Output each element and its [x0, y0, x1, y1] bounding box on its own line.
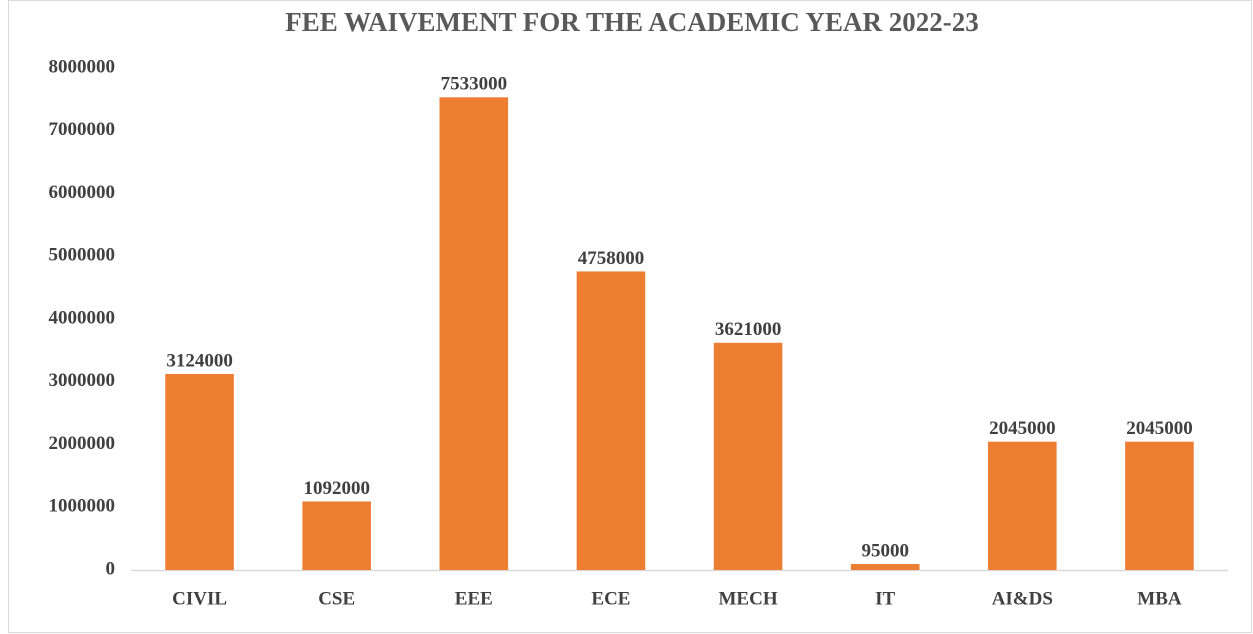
data-label: 2045000: [989, 418, 1056, 439]
y-tick-label: 0: [106, 558, 116, 579]
y-tick-label: 8000000: [49, 56, 116, 77]
data-label: 3124000: [166, 350, 233, 371]
bar: [576, 271, 646, 570]
x-tick-label: MBA: [1137, 588, 1182, 609]
bar: [439, 97, 509, 570]
x-tick-label: AI&DS: [992, 588, 1053, 609]
data-label: 1092000: [303, 478, 370, 499]
data-label: 95000: [861, 540, 909, 561]
data-label: 2045000: [1126, 418, 1193, 439]
bar: [850, 564, 920, 570]
data-label: 7533000: [441, 74, 508, 95]
x-tick-label: CIVIL: [172, 588, 227, 609]
y-tick-label: 4000000: [49, 307, 116, 328]
x-tick-label: EEE: [455, 588, 493, 609]
y-tick-label: 2000000: [49, 433, 116, 454]
bar: [988, 441, 1057, 570]
y-tick-label: 3000000: [49, 370, 116, 391]
y-tick-label: 6000000: [49, 182, 116, 203]
y-tick-label: 1000000: [49, 496, 116, 517]
bar: [302, 501, 371, 570]
bar: [165, 373, 234, 570]
y-tick-label: 7000000: [49, 119, 116, 140]
data-label: 4758000: [578, 248, 645, 269]
data-label: 3621000: [715, 319, 782, 340]
x-tick-label: IT: [875, 588, 895, 609]
chart-title: FEE WAIVEMENT FOR THE ACADEMIC YEAR 2022…: [285, 7, 979, 37]
bar: [1125, 441, 1194, 570]
x-tick-label: ECE: [591, 588, 630, 609]
x-tick-label: CSE: [318, 588, 355, 609]
x-tick-label: MECH: [719, 588, 778, 609]
bar: [713, 342, 783, 570]
y-tick-label: 5000000: [49, 245, 116, 266]
